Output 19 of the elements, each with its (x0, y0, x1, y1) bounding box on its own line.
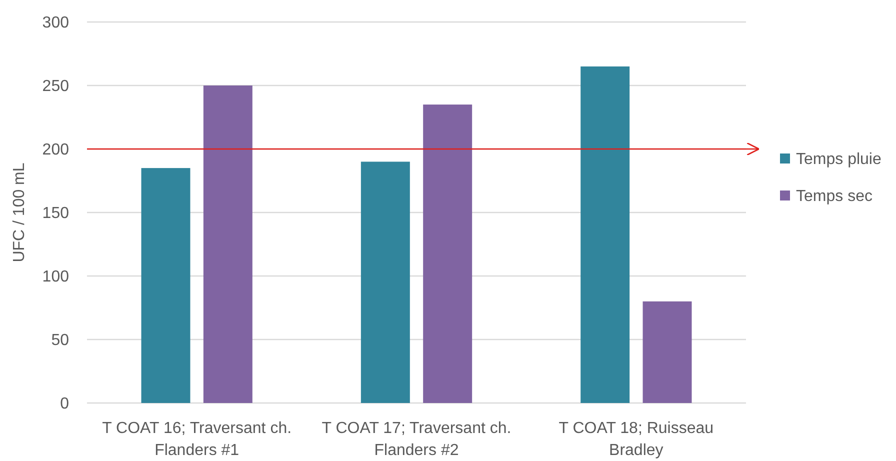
legend-label: Temps sec (796, 188, 872, 206)
legend-label: Temps pluie (796, 151, 882, 168)
x-tick-label: T COAT 17; Traversant ch. Flanders #2 (322, 420, 512, 459)
y-tick-label: 200 (42, 142, 70, 159)
y-tick-label: 150 (42, 205, 70, 222)
y-tick-label: 50 (51, 332, 70, 350)
y-axis-title: UFC / 100 mL (11, 162, 28, 262)
bar (423, 104, 472, 403)
y-tick-label: 300 (42, 14, 70, 32)
y-tick-label: 100 (42, 268, 70, 286)
bar (203, 86, 252, 403)
x-tick-label: T COAT 18; Ruisseau Bradley (558, 420, 714, 459)
bar (580, 66, 630, 403)
bar (141, 168, 190, 403)
y-tick-label: 0 (60, 396, 70, 413)
x-tick-label: T COAT 16; Traversant ch. Flanders #1 (102, 420, 292, 459)
bar (642, 301, 692, 403)
bar (360, 162, 410, 403)
y-tick-label: 250 (42, 78, 70, 96)
